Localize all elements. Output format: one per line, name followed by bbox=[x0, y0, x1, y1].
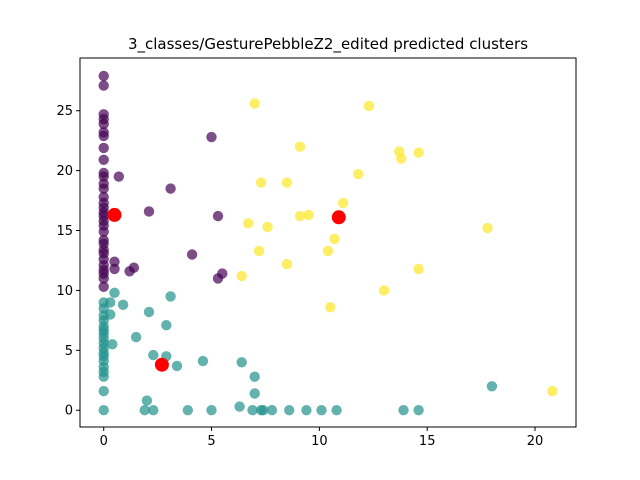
data-point-cluster-2 bbox=[353, 169, 364, 180]
data-point-cluster-1 bbox=[398, 405, 409, 416]
data-point-cluster-0 bbox=[165, 183, 176, 194]
data-point-cluster-1 bbox=[98, 385, 109, 397]
data-point-cluster-0 bbox=[98, 70, 109, 82]
data-point-cluster-2 bbox=[281, 258, 293, 270]
data-point-cluster-1 bbox=[206, 405, 217, 416]
x-tick-label: 15 bbox=[419, 434, 436, 449]
data-point-cluster-1 bbox=[249, 388, 260, 399]
data-point-cluster-1 bbox=[143, 306, 155, 318]
x-tick-label: 10 bbox=[311, 434, 328, 449]
data-point-cluster-0 bbox=[143, 206, 155, 217]
data-point-cluster-1 bbox=[105, 309, 116, 320]
data-point-cluster-2 bbox=[303, 209, 314, 221]
data-point-cluster-0 bbox=[98, 171, 109, 182]
x-tick-label: 20 bbox=[527, 434, 544, 449]
data-point-cluster-2 bbox=[329, 233, 340, 245]
data-point-cluster-2 bbox=[262, 221, 273, 233]
data-point-cluster-2 bbox=[396, 153, 407, 164]
plot-frame bbox=[79, 57, 577, 428]
data-point-cluster-2 bbox=[253, 245, 265, 257]
chart-title: 3_classes/GesturePebbleZ2_edited predict… bbox=[128, 35, 528, 54]
data-point-cluster-1 bbox=[105, 297, 116, 308]
data-point-cluster-0 bbox=[98, 273, 109, 284]
data-point-cluster-2 bbox=[547, 385, 558, 397]
data-point-cluster-1 bbox=[139, 405, 150, 416]
data-point-cluster-0 bbox=[212, 210, 224, 222]
x-tick-label: 5 bbox=[207, 434, 215, 449]
data-point-cluster-1 bbox=[98, 371, 109, 382]
y-tick-label: 0 bbox=[65, 404, 73, 419]
y-tick-label: 10 bbox=[56, 284, 73, 299]
data-point-cluster-1 bbox=[331, 405, 342, 416]
data-point-cluster-0 bbox=[98, 183, 109, 194]
data-point-cluster-1 bbox=[236, 357, 247, 368]
data-point-cluster-1 bbox=[197, 355, 209, 367]
data-point-cluster-2 bbox=[294, 210, 306, 222]
data-point-cluster-0 bbox=[109, 256, 120, 267]
data-point-cluster-1 bbox=[284, 405, 295, 416]
data-point-cluster-2 bbox=[281, 177, 293, 188]
data-point-cluster-0 bbox=[186, 249, 198, 260]
data-point-cluster-1 bbox=[234, 401, 245, 412]
data-point-cluster-0 bbox=[206, 131, 217, 143]
data-point-cluster-2 bbox=[325, 302, 336, 313]
centroid-marker bbox=[331, 210, 346, 225]
data-point-cluster-2 bbox=[337, 197, 349, 209]
data-point-cluster-0 bbox=[98, 130, 109, 142]
data-point-cluster-2 bbox=[294, 141, 306, 152]
data-point-cluster-2 bbox=[255, 177, 267, 188]
y-tick-label: 15 bbox=[56, 224, 73, 239]
data-point-cluster-0 bbox=[109, 263, 120, 275]
data-point-cluster-0 bbox=[217, 268, 228, 279]
data-point-cluster-1 bbox=[109, 287, 120, 298]
data-point-cluster-1 bbox=[249, 371, 260, 382]
data-point-cluster-2 bbox=[413, 147, 424, 158]
data-point-cluster-2 bbox=[322, 245, 334, 257]
data-point-cluster-1 bbox=[301, 405, 312, 416]
data-point-cluster-1 bbox=[171, 360, 183, 372]
data-point-cluster-0 bbox=[98, 154, 109, 165]
data-point-cluster-0 bbox=[98, 142, 109, 154]
data-point-cluster-1 bbox=[148, 349, 159, 361]
data-point-cluster-0 bbox=[98, 118, 109, 130]
data-point-cluster-2 bbox=[482, 222, 493, 234]
data-point-cluster-1 bbox=[413, 405, 424, 416]
data-point-cluster-1 bbox=[486, 381, 498, 392]
data-point-cluster-0 bbox=[113, 171, 125, 182]
data-point-cluster-0 bbox=[98, 281, 109, 292]
y-axis: 0 5 10 15 20 25 bbox=[56, 104, 80, 419]
data-point-cluster-1 bbox=[107, 339, 118, 350]
y-tick-label: 20 bbox=[56, 164, 73, 179]
data-point-cluster-2 bbox=[413, 263, 424, 275]
data-point-cluster-1 bbox=[141, 395, 153, 406]
y-tick-label: 5 bbox=[65, 344, 73, 359]
data-point-cluster-1 bbox=[316, 405, 327, 416]
x-tick-label: 0 bbox=[100, 434, 108, 449]
data-point-cluster-0 bbox=[98, 80, 109, 91]
data-point-cluster-2 bbox=[243, 218, 254, 229]
data-point-cluster-2 bbox=[378, 285, 390, 296]
data-point-cluster-2 bbox=[236, 270, 247, 282]
data-point-cluster-1 bbox=[117, 299, 129, 310]
y-tick-label: 25 bbox=[56, 104, 73, 119]
data-point-cluster-1 bbox=[266, 405, 278, 416]
centroid-marker bbox=[107, 207, 122, 222]
x-axis: 0 5 10 15 20 bbox=[100, 427, 544, 449]
data-point-cluster-1 bbox=[258, 405, 269, 416]
data-point-cluster-1 bbox=[98, 405, 109, 416]
data-point-cluster-1 bbox=[148, 405, 159, 416]
data-point-cluster-0 bbox=[98, 226, 109, 237]
centroid-layer bbox=[107, 207, 346, 372]
data-point-cluster-2 bbox=[363, 100, 375, 112]
data-point-cluster-1 bbox=[182, 405, 193, 416]
centroid-marker bbox=[154, 357, 169, 372]
data-point-cluster-1 bbox=[247, 405, 258, 416]
data-point-cluster-2 bbox=[249, 98, 260, 109]
data-point-cluster-1 bbox=[161, 320, 172, 331]
data-point-cluster-0 bbox=[128, 262, 140, 273]
data-point-cluster-1 bbox=[165, 291, 176, 302]
data-point-cluster-1 bbox=[130, 331, 142, 343]
